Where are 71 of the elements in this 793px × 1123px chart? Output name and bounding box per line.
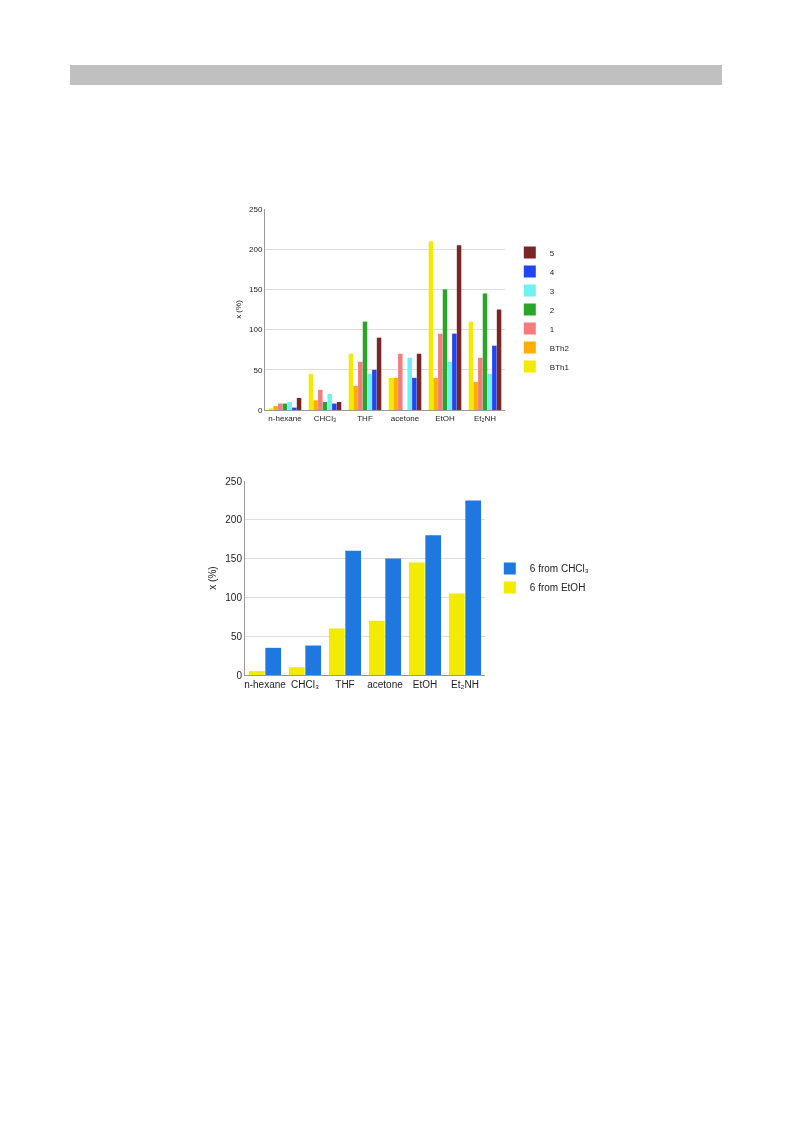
bar: [393, 377, 398, 410]
bar: [332, 403, 337, 410]
bar: [287, 401, 292, 410]
y-tick-label: 100: [225, 591, 243, 603]
bar: [492, 345, 497, 410]
bar: [398, 353, 403, 410]
bar: [407, 357, 412, 410]
legend-label: 2: [549, 305, 555, 315]
y-tick-label: 100: [249, 325, 263, 335]
legend-label: 6 from EtOH: [529, 582, 586, 594]
x-tick-label: n-hexane: [268, 413, 303, 423]
x-tick-label: EtOH: [435, 413, 455, 423]
legend-label: 3: [549, 286, 555, 296]
y-tick-label: 250: [225, 475, 243, 487]
bar: [367, 373, 372, 410]
bar: [358, 361, 363, 410]
bar: [292, 407, 297, 410]
y-tick-label: 50: [253, 365, 263, 375]
bar: [487, 373, 492, 410]
legend-label: 6 from CHCl₃: [529, 563, 589, 575]
bar: [345, 550, 362, 675]
bar: [438, 333, 443, 410]
bar: [318, 389, 323, 410]
y-tick-label: 250: [249, 204, 263, 214]
bar: [408, 562, 425, 675]
y-axis-title: x (%): [233, 299, 243, 319]
bar: [248, 671, 265, 675]
bar: [412, 377, 417, 410]
bar: [433, 377, 438, 410]
y-tick-label: 200: [225, 514, 243, 526]
y-tick-label: 150: [249, 285, 263, 295]
x-tick-label: Et₂NH: [451, 679, 479, 690]
bar: [353, 385, 358, 410]
bar: [372, 369, 377, 410]
bar: [465, 500, 482, 675]
x-tick-label: n-hexane: [244, 679, 287, 690]
y-tick-label: 200: [249, 245, 263, 254]
bar: [265, 647, 282, 675]
bar: [288, 667, 305, 675]
y-tick-label: 50: [230, 630, 243, 642]
legend-label: 5: [549, 248, 555, 258]
bar: [478, 357, 483, 410]
legend-label: BTh2: [549, 343, 570, 353]
bar: [328, 628, 345, 675]
bar: [368, 620, 385, 675]
bar: [447, 361, 452, 410]
y-tick-label: 0: [257, 405, 263, 415]
bar: [385, 558, 402, 675]
x-tick-label: acetone: [390, 413, 420, 423]
bar: [305, 645, 322, 675]
x-tick-label: THF: [357, 413, 373, 423]
x-tick-label: Et₂NH: [473, 413, 497, 423]
bar: [313, 400, 318, 410]
legend-label: BTh1: [549, 362, 570, 372]
y-axis-title: x (%): [207, 566, 219, 590]
y-tick-label: 0: [236, 669, 243, 681]
legend-label: 1: [549, 324, 555, 334]
legend-label: 4: [549, 267, 555, 277]
x-tick-label: CHCl₃: [313, 413, 337, 423]
x-tick-label: EtOH: [412, 679, 438, 690]
bar: [278, 403, 283, 410]
x-tick-label: CHCl₃: [291, 679, 319, 690]
bar: [473, 381, 478, 410]
bar: [448, 593, 465, 675]
y-tick-label: 150: [225, 553, 243, 565]
bar: [327, 393, 332, 410]
x-tick-label: acetone: [367, 679, 404, 690]
x-tick-label: THF: [335, 679, 355, 690]
bar: [273, 405, 278, 410]
bar: [425, 535, 442, 675]
bar: [452, 333, 457, 410]
